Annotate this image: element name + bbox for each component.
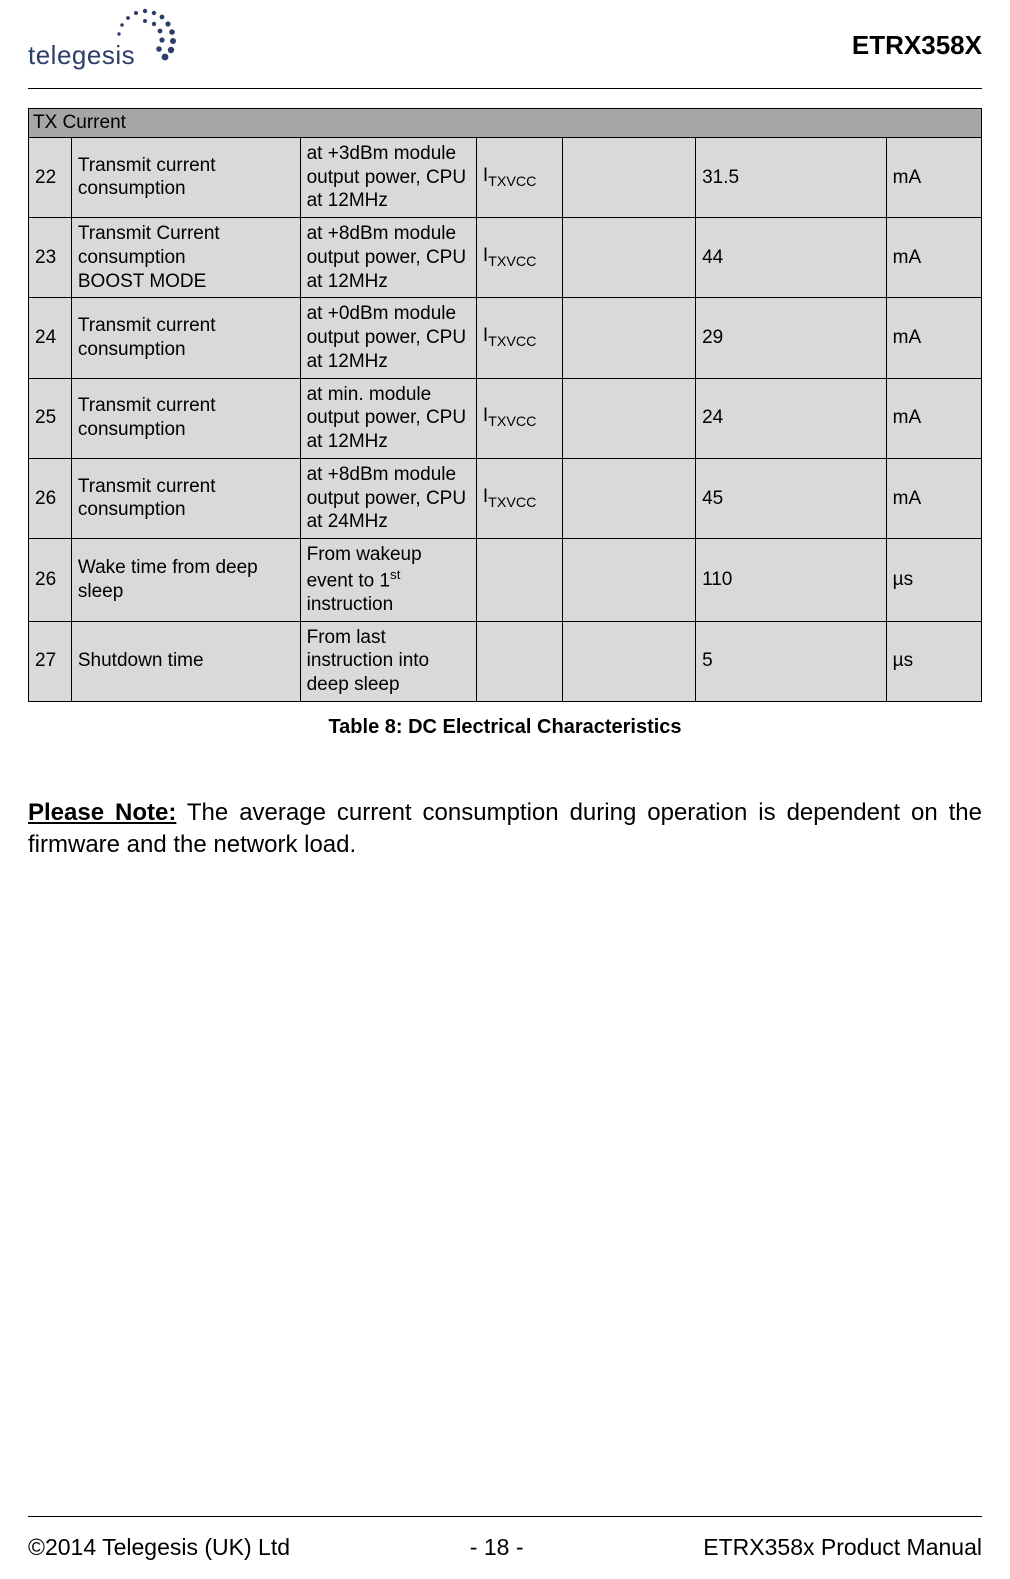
table-row: 25Transmit current consumptionat min. mo… bbox=[29, 378, 982, 458]
table-cell: 26 bbox=[29, 539, 72, 622]
table-cell: Shutdown time bbox=[71, 621, 300, 701]
product-code: ETRX358X bbox=[852, 30, 982, 61]
dc-characteristics-table: TX Current 22Transmit current consumptio… bbox=[28, 108, 982, 702]
table-cell: mA bbox=[886, 378, 981, 458]
footer-center: - 18 - bbox=[470, 1534, 524, 1561]
table-cell: Wake time from deep sleep bbox=[71, 539, 300, 622]
table-cell: Transmit current consumption bbox=[71, 137, 300, 217]
header-rule bbox=[28, 88, 982, 89]
page: telegesis ETRX358X TX Current 22Transmit… bbox=[0, 0, 1010, 1579]
table-row: 22Transmit current consumptionat +3dBm m… bbox=[29, 137, 982, 217]
note-lead: Please Note: bbox=[28, 799, 176, 826]
table-cell: 5 bbox=[696, 621, 887, 701]
table-cell: mA bbox=[886, 137, 981, 217]
section-header-cell: TX Current bbox=[29, 109, 982, 138]
table-section-header: TX Current bbox=[29, 109, 982, 138]
table-cell bbox=[562, 621, 695, 701]
table-caption: Table 8: DC Electrical Characteristics bbox=[28, 716, 982, 739]
table-row: 27Shutdown timeFrom last instruction int… bbox=[29, 621, 982, 701]
logo-text: telegesis bbox=[28, 40, 135, 71]
page-header: telegesis ETRX358X bbox=[28, 12, 982, 82]
table-cell: mA bbox=[886, 458, 981, 538]
table-cell: Transmit current consumption bbox=[71, 298, 300, 378]
table-row: 26Transmit current consumptionat +8dBm m… bbox=[29, 458, 982, 538]
table-row: 26Wake time from deep sleepFrom wakeup e… bbox=[29, 539, 982, 622]
footer-rule bbox=[28, 1516, 982, 1517]
table-cell bbox=[562, 378, 695, 458]
table-cell: ITXVCC bbox=[476, 458, 562, 538]
table-cell: at +8dBm module output power, CPU at 24M… bbox=[300, 458, 476, 538]
table-cell: 27 bbox=[29, 621, 72, 701]
table-cell: at +0dBm module output power, CPU at 12M… bbox=[300, 298, 476, 378]
telegesis-logo: telegesis bbox=[28, 12, 188, 72]
table-cell: 24 bbox=[696, 378, 887, 458]
table-body: TX Current 22Transmit current consumptio… bbox=[29, 109, 982, 702]
table-cell: From wakeup event to 1st instruction bbox=[300, 539, 476, 622]
content-area: TX Current 22Transmit current consumptio… bbox=[28, 108, 982, 862]
note-paragraph: Please Note: The average current consump… bbox=[28, 797, 982, 862]
table-cell bbox=[562, 539, 695, 622]
table-cell bbox=[562, 218, 695, 298]
table-cell: 45 bbox=[696, 458, 887, 538]
table-cell: mA bbox=[886, 218, 981, 298]
table-cell: at +8dBm module output power, CPU at 12M… bbox=[300, 218, 476, 298]
table-cell: 110 bbox=[696, 539, 887, 622]
table-cell: mA bbox=[886, 298, 981, 378]
table-cell: µs bbox=[886, 621, 981, 701]
footer-left: ©2014 Telegesis (UK) Ltd bbox=[28, 1534, 290, 1561]
table-cell bbox=[562, 458, 695, 538]
table-cell: at +3dBm module output power, CPU at 12M… bbox=[300, 137, 476, 217]
table-cell: ITXVCC bbox=[476, 378, 562, 458]
footer-right: ETRX358x Product Manual bbox=[703, 1534, 982, 1561]
table-cell: at min. module output power, CPU at 12MH… bbox=[300, 378, 476, 458]
table-cell: 29 bbox=[696, 298, 887, 378]
table-cell: 23 bbox=[29, 218, 72, 298]
table-cell bbox=[476, 621, 562, 701]
page-footer: ©2014 Telegesis (UK) Ltd - 18 - ETRX358x… bbox=[28, 1534, 982, 1561]
table-cell: 44 bbox=[696, 218, 887, 298]
table-cell: 22 bbox=[29, 137, 72, 217]
table-cell: ITXVCC bbox=[476, 218, 562, 298]
table-row: 23Transmit Current consumptionBOOST MODE… bbox=[29, 218, 982, 298]
table-cell: 26 bbox=[29, 458, 72, 538]
table-cell: Transmit Current consumptionBOOST MODE bbox=[71, 218, 300, 298]
table-cell: From last instruction into deep sleep bbox=[300, 621, 476, 701]
table-cell: 24 bbox=[29, 298, 72, 378]
table-cell: 31.5 bbox=[696, 137, 887, 217]
table-cell bbox=[476, 539, 562, 622]
table-row: 24Transmit current consumptionat +0dBm m… bbox=[29, 298, 982, 378]
table-cell bbox=[562, 298, 695, 378]
table-cell: µs bbox=[886, 539, 981, 622]
table-cell bbox=[562, 137, 695, 217]
table-cell: Transmit current consumption bbox=[71, 458, 300, 538]
table-cell: ITXVCC bbox=[476, 137, 562, 217]
table-cell: Transmit current consumption bbox=[71, 378, 300, 458]
table-cell: ITXVCC bbox=[476, 298, 562, 378]
table-cell: 25 bbox=[29, 378, 72, 458]
